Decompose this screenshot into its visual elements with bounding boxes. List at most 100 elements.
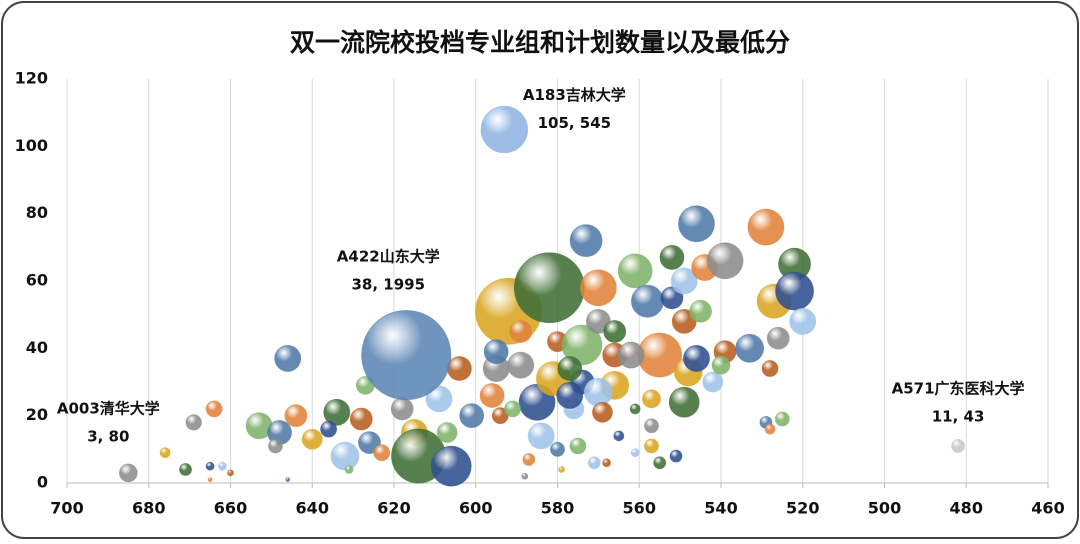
y-tick-label: 0 <box>37 473 48 492</box>
bubble <box>205 400 223 418</box>
bubble <box>613 430 625 442</box>
y-tick-label: 20 <box>26 405 48 424</box>
y-tick-label: 60 <box>26 271 48 290</box>
x-tick-label: 520 <box>786 499 819 518</box>
bubble <box>644 418 659 434</box>
annotation-value: 11, 43 <box>932 407 985 425</box>
bubble <box>550 441 565 457</box>
annotation-value: 3, 80 <box>87 427 129 445</box>
bubble <box>587 456 601 470</box>
bubble <box>579 269 617 307</box>
y-tick-label: 120 <box>15 69 48 88</box>
bubble <box>569 437 587 455</box>
bubble <box>373 444 391 462</box>
bubble <box>683 344 710 372</box>
annotation-name: A183吉林大学 <box>523 86 626 104</box>
bubble <box>766 326 790 350</box>
bubble <box>761 360 779 377</box>
y-tick-label: 40 <box>26 338 48 357</box>
bubble <box>951 439 966 453</box>
annotation-name: A003清华大学 <box>57 399 160 417</box>
bubble <box>207 477 213 483</box>
bubble <box>678 205 715 243</box>
bubble <box>268 438 283 454</box>
bubble <box>179 463 192 476</box>
y-tick-label: 100 <box>15 136 48 155</box>
bubble <box>118 463 138 483</box>
bubble <box>509 320 533 343</box>
bubble <box>592 401 613 423</box>
bubble <box>583 377 613 407</box>
annotation-name: A571广东医科大学 <box>892 379 1025 397</box>
bubble <box>285 477 291 483</box>
x-tick-label: 640 <box>296 499 329 518</box>
bubble <box>659 245 685 270</box>
x-tick-label: 480 <box>950 499 983 518</box>
x-tick-label: 580 <box>541 499 574 518</box>
bubble <box>789 307 817 335</box>
bubble <box>507 351 535 379</box>
bubble <box>735 333 765 363</box>
bubble <box>227 469 234 477</box>
bubble <box>349 407 373 431</box>
x-tick-label: 540 <box>704 499 737 518</box>
bubble <box>668 386 700 418</box>
x-tick-label: 680 <box>132 499 165 518</box>
annotation-value: 105, 545 <box>538 114 612 132</box>
bubble <box>330 441 360 471</box>
bubble <box>159 447 171 459</box>
bubble <box>569 224 603 258</box>
bubble <box>320 420 338 438</box>
bubble <box>479 383 505 408</box>
bubble <box>459 403 485 429</box>
bubble <box>558 466 565 473</box>
bubble <box>504 400 521 418</box>
x-tick-label: 500 <box>868 499 901 518</box>
bubble <box>430 445 472 487</box>
bubble <box>689 299 712 323</box>
bubble <box>557 356 583 381</box>
x-tick-label: 600 <box>459 499 492 518</box>
bubble <box>775 271 814 311</box>
bubble <box>301 428 323 450</box>
bubble <box>344 465 354 474</box>
bubble <box>483 339 509 365</box>
bubble <box>522 453 536 466</box>
bubble <box>774 411 790 427</box>
bubble <box>513 252 585 324</box>
annotation-name: A422山东大学 <box>337 248 440 266</box>
bubble <box>205 461 215 471</box>
bubble <box>706 242 744 280</box>
bubble <box>323 398 351 426</box>
bubbles <box>118 105 966 487</box>
bubble <box>669 449 683 463</box>
bubble <box>390 397 414 421</box>
bubble <box>521 472 529 480</box>
bubble <box>711 355 731 375</box>
bubble <box>631 284 664 318</box>
bubble <box>653 456 667 470</box>
bubble <box>644 438 659 454</box>
x-tick-label: 620 <box>377 499 410 518</box>
chart-title: 双一流院校投档专业组和计划数量以及最低分 <box>290 28 790 57</box>
bubble <box>274 344 302 372</box>
x-tick-label: 700 <box>50 499 83 518</box>
annotation-value: 38, 1995 <box>351 276 425 294</box>
bubble <box>617 253 653 289</box>
bubble <box>480 105 529 154</box>
x-tick-label: 560 <box>623 499 656 518</box>
y-tick-label: 80 <box>26 203 48 222</box>
bubble <box>642 389 661 409</box>
bubble <box>436 422 458 443</box>
bubble <box>556 382 584 409</box>
x-tick-label: 460 <box>1031 499 1064 518</box>
bubble <box>702 371 724 393</box>
bubble <box>617 341 645 369</box>
bubble <box>284 404 308 428</box>
bubble <box>764 423 776 435</box>
x-tick-label: 660 <box>214 499 247 518</box>
bubble <box>630 448 640 458</box>
bubble <box>629 403 641 415</box>
